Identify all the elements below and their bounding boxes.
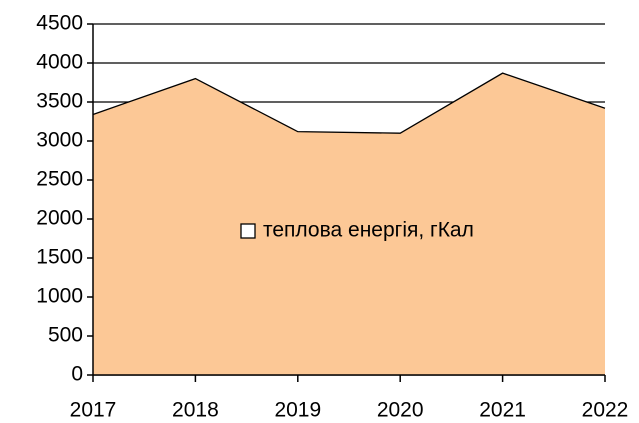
legend-marker: [240, 223, 256, 239]
y-tick-label: 4000: [36, 51, 83, 74]
y-tick-label: 4500: [36, 12, 83, 35]
x-tick-label: 2022: [582, 399, 629, 422]
legend-label: теплова енергія, гКал: [263, 219, 474, 242]
y-tick-label: 500: [48, 324, 83, 347]
x-tick-label: 2018: [172, 399, 219, 422]
area: [93, 73, 605, 375]
y-tick-label: 2000: [36, 207, 83, 230]
x-tick-label: 2021: [479, 399, 526, 422]
x-tick-label: 2017: [70, 399, 117, 422]
y-tick-label: 1000: [36, 285, 83, 308]
y-tick-label: 3000: [36, 129, 83, 152]
y-tick-label: 2500: [36, 168, 83, 191]
y-tick-label: 0: [71, 363, 83, 386]
y-tick-label: 1500: [36, 246, 83, 269]
y-tick-label: 3500: [36, 90, 83, 113]
area-outline: [92, 72, 606, 134]
x-tick-label: 2020: [377, 399, 424, 422]
x-tick-label: 2019: [274, 399, 321, 422]
